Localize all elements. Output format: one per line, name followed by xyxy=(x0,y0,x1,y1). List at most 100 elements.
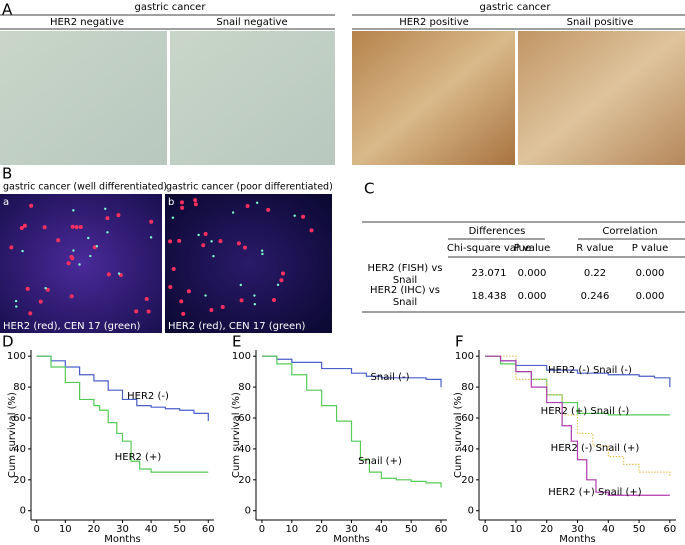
signal-dot xyxy=(171,267,176,272)
signal-dot xyxy=(45,287,50,292)
row-label: HER2 (IHC) vs xyxy=(370,285,440,296)
cell: 0.22 xyxy=(584,268,606,279)
y-tick-label: 100 xyxy=(7,351,26,362)
signal-dot xyxy=(193,198,198,203)
x-axis-label: Months xyxy=(104,534,141,545)
signal-dot xyxy=(209,307,214,312)
y-axis-label: Cum survival (%) xyxy=(7,392,18,478)
signal-dot xyxy=(144,296,149,301)
x-tick-label: 40 xyxy=(602,524,615,535)
y-tick-label: 80 xyxy=(238,382,251,393)
signal-dot xyxy=(89,254,92,258)
signal-dot xyxy=(9,245,14,250)
group-header: Correlation xyxy=(602,226,657,237)
column-header: P value xyxy=(514,243,551,254)
survival-curve xyxy=(36,355,209,422)
series-label: Snail (-) xyxy=(371,372,410,383)
x-tick-label: 40 xyxy=(375,524,388,535)
column-header: P value xyxy=(632,243,669,254)
image-title: Snail positive xyxy=(567,17,634,28)
signal-dot xyxy=(117,272,121,275)
x-tick-label: 20 xyxy=(315,524,328,535)
column-header: R value xyxy=(576,243,613,254)
signal-dot xyxy=(14,299,18,303)
panel-label: E xyxy=(232,333,241,351)
signal-dot xyxy=(21,249,24,253)
y-tick-label: 20 xyxy=(461,475,474,486)
signal-dot xyxy=(218,239,223,244)
signal-dot xyxy=(236,241,241,246)
series-label: HER2 (-) Snail (-) xyxy=(548,365,632,376)
y-axis-label: Cum survival (%) xyxy=(231,392,242,478)
x-tick-label: 10 xyxy=(285,524,298,535)
y-tick-label: 40 xyxy=(461,444,474,455)
y-tick-label: 60 xyxy=(238,413,251,424)
micrograph xyxy=(518,31,685,165)
signal-dot xyxy=(279,278,284,283)
cell: 0.246 xyxy=(581,291,610,302)
micrograph xyxy=(352,31,515,165)
y-tick-label: 100 xyxy=(232,351,251,362)
y-tick-label: 60 xyxy=(13,413,26,424)
image-title: gastric cancer (poor differentiated) xyxy=(166,182,333,193)
signal-dot xyxy=(15,305,18,308)
signal-dot xyxy=(28,311,33,316)
group-title: gastric cancer xyxy=(480,2,552,13)
signal-dot xyxy=(212,254,215,258)
signal-dot xyxy=(210,240,213,243)
survival-curve xyxy=(485,355,670,496)
group-title: gastric cancer xyxy=(135,2,207,13)
series-label: HER2 (+) Snail (+) xyxy=(548,487,642,498)
survival-curve xyxy=(261,355,442,488)
survival-curve xyxy=(261,355,442,388)
panel-label: B xyxy=(2,165,12,183)
signal-dot xyxy=(309,228,314,233)
signal-dot xyxy=(280,271,285,276)
signal-dot xyxy=(95,244,99,248)
signal-dot xyxy=(239,283,242,287)
series-label: HER2 (+) xyxy=(115,452,162,463)
fish-image xyxy=(165,194,332,333)
x-tick-label: 50 xyxy=(173,524,186,535)
y-tick-label: 0 xyxy=(20,506,26,517)
y-tick-label: 60 xyxy=(461,413,474,424)
signal-dot xyxy=(78,225,83,230)
x-axis-label: Months xyxy=(559,534,596,545)
x-tick-label: 60 xyxy=(202,524,215,535)
signal-dot xyxy=(168,284,173,289)
survival-curve xyxy=(485,355,671,477)
x-tick-label: 0 xyxy=(259,524,265,535)
signal-dot xyxy=(146,309,151,314)
signal-dot xyxy=(106,231,109,234)
y-tick-label: 0 xyxy=(468,506,474,517)
signal-dot xyxy=(179,299,184,304)
signal-dot xyxy=(87,236,90,240)
signal-dot xyxy=(243,245,248,250)
y-tick-label: 100 xyxy=(455,351,474,362)
panel-label: C xyxy=(364,180,374,198)
y-tick-label: 20 xyxy=(13,475,26,486)
series-label: HER2 (-) Snail (+) xyxy=(551,443,640,454)
x-tick-label: 10 xyxy=(510,524,523,535)
image-caption: HER2 (red), CEN 17 (green) xyxy=(3,321,141,332)
row-label: HER2 (FISH) vs xyxy=(367,263,442,274)
signal-dot xyxy=(271,298,276,303)
image-title: gastric cancer (well differentiated) xyxy=(3,182,167,193)
signal-dot xyxy=(204,294,207,297)
signal-dot xyxy=(22,223,27,228)
y-tick-label: 40 xyxy=(13,444,26,455)
signal-dot xyxy=(180,200,185,205)
signal-dot xyxy=(168,239,173,244)
signal-dot xyxy=(220,304,225,309)
signal-dot xyxy=(276,283,280,286)
x-tick-label: 30 xyxy=(345,524,358,535)
x-axis-label: Months xyxy=(333,534,370,545)
x-tick-label: 50 xyxy=(405,524,418,535)
image-tag: a xyxy=(3,197,9,208)
signal-dot xyxy=(180,205,185,210)
signal-dot xyxy=(25,286,30,291)
row-label: Snail xyxy=(393,297,417,308)
signal-dot xyxy=(19,226,24,231)
y-tick-label: 20 xyxy=(238,475,251,486)
